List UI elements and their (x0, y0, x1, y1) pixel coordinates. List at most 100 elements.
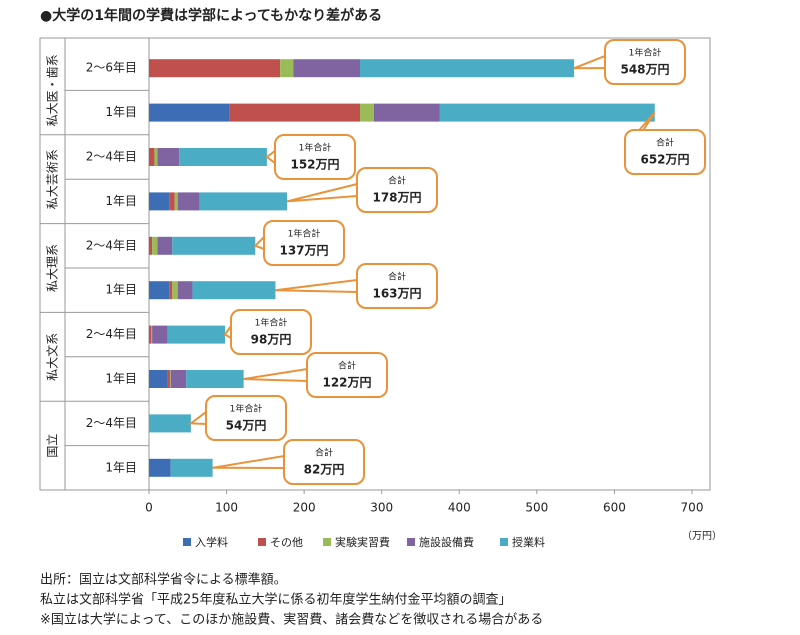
chart-frame (39, 37, 711, 491)
callout-total: 54万円 (226, 419, 267, 433)
footnote: ※国立は大学によって、このほか施設費、実習費、諸会費などを徴収される場合がある (40, 612, 543, 628)
y-tick-label: 2～4年目 (86, 416, 137, 430)
legend-label: その他 (270, 536, 303, 549)
group-label: 私大理系 (46, 244, 60, 292)
bar-segment (149, 370, 168, 388)
bar-segment (359, 103, 374, 122)
callout-pointer (253, 234, 265, 251)
bar-segment (186, 370, 244, 388)
y-tick-label: 2～4年目 (86, 327, 137, 341)
callout-pointer (573, 54, 606, 70)
chart-title: ●大学の1年間の学費は学部によってもかなり差がある (40, 7, 382, 24)
callout-title: 合計 (315, 447, 333, 459)
callout-box (356, 263, 438, 309)
bar-segment (151, 325, 153, 344)
bar-segment (157, 236, 173, 255)
callout-box (604, 39, 686, 85)
callout-pointer (265, 149, 276, 165)
callout-title: 1年合計 (299, 142, 332, 154)
callout-total: 122万円 (322, 376, 371, 390)
callout-title: 合計 (388, 175, 406, 187)
y-tick-label: 2～6年目 (86, 61, 137, 75)
bar-segment (170, 458, 213, 477)
bar-segment (172, 236, 256, 255)
callout-title: 1年合計 (255, 317, 288, 329)
callout-pointer (286, 182, 358, 203)
bar-segment (152, 325, 168, 344)
y-tick-label: 1年目 (105, 283, 137, 297)
bar-segment (293, 59, 360, 78)
bar-segment (172, 281, 178, 300)
x-tick-label: 700 (681, 501, 704, 515)
footnote: 出所：国立は文部科学省令による標準額。 (40, 572, 287, 588)
group-label: 私大芸術系 (46, 149, 60, 209)
bar-segment (149, 103, 230, 122)
callout-total: 548万円 (620, 63, 669, 77)
bar-segment (149, 281, 170, 300)
bar-segment (280, 59, 294, 78)
callout-title: 合計 (338, 360, 356, 372)
callout-total: 137万円 (279, 244, 328, 258)
footnote: 私立は文部科学省「平成25年度私立大学に係る初年度学生納付金平均額の調査」 (40, 592, 512, 608)
callout-total: 652万円 (640, 153, 689, 167)
bar-segment (170, 370, 187, 388)
legend-swatch (323, 538, 331, 546)
group-label: 国立 (45, 434, 60, 458)
legend-label: 実験実習費 (335, 535, 390, 549)
callout-title: 合計 (656, 137, 674, 149)
bar-segment (169, 281, 173, 300)
callout-title: 1年合計 (629, 47, 662, 59)
x-tick-label: 0 (145, 501, 153, 515)
legend-label: 入学料 (195, 535, 228, 549)
callout-pointer (243, 367, 308, 383)
x-tick-label: 600 (603, 501, 626, 515)
legend-swatch (407, 538, 415, 546)
callout-pointer (212, 454, 285, 470)
bar-segment (229, 103, 360, 122)
callout-total: 98万円 (251, 333, 292, 347)
x-tick-label: 400 (448, 501, 471, 515)
legend-swatch (258, 538, 266, 546)
callout-pointer (275, 278, 358, 294)
bar-segment (152, 236, 158, 255)
bar-segment (157, 148, 180, 166)
bar-segment (174, 192, 178, 211)
y-tick-label: 1年目 (105, 372, 137, 386)
bar-segment (149, 325, 152, 344)
y-tick-label: 1年目 (105, 194, 137, 208)
callout-box (283, 439, 365, 485)
callout-title: 合計 (388, 271, 406, 283)
bar-segment (439, 103, 655, 122)
bar-segment (179, 148, 267, 166)
callout-title: 1年合計 (288, 228, 321, 240)
callout-box (624, 129, 706, 175)
bar-segment (149, 458, 171, 477)
x-tick-label: 300 (370, 501, 393, 515)
callout-box (205, 395, 287, 441)
legend-swatch (183, 538, 191, 546)
y-tick-label: 1年目 (105, 105, 137, 119)
bar-segment (359, 59, 575, 78)
y-tick-label: 2～4年目 (86, 238, 137, 252)
bar-segment (169, 370, 171, 388)
group-label: 私大医・歯系 (46, 54, 60, 126)
callout-box (263, 220, 345, 266)
bar-segment (149, 414, 191, 433)
y-tick-label: 1年目 (105, 460, 137, 474)
bar-segment (149, 236, 153, 255)
y-tick-label: 2～4年目 (86, 150, 137, 164)
bar-segment (177, 281, 193, 300)
bar-segment (373, 103, 440, 122)
callout-total: 152万円 (290, 158, 339, 172)
callout-total: 163万円 (372, 287, 421, 301)
bar-segment (199, 192, 288, 211)
bar-segment (169, 192, 175, 211)
legend-swatch (500, 538, 508, 546)
bar-segment (149, 148, 155, 166)
bar-segment (192, 281, 276, 300)
callout-box (356, 167, 438, 213)
bar-segment (167, 370, 170, 388)
callout-box (230, 309, 312, 355)
callout-total: 178万円 (372, 191, 421, 205)
